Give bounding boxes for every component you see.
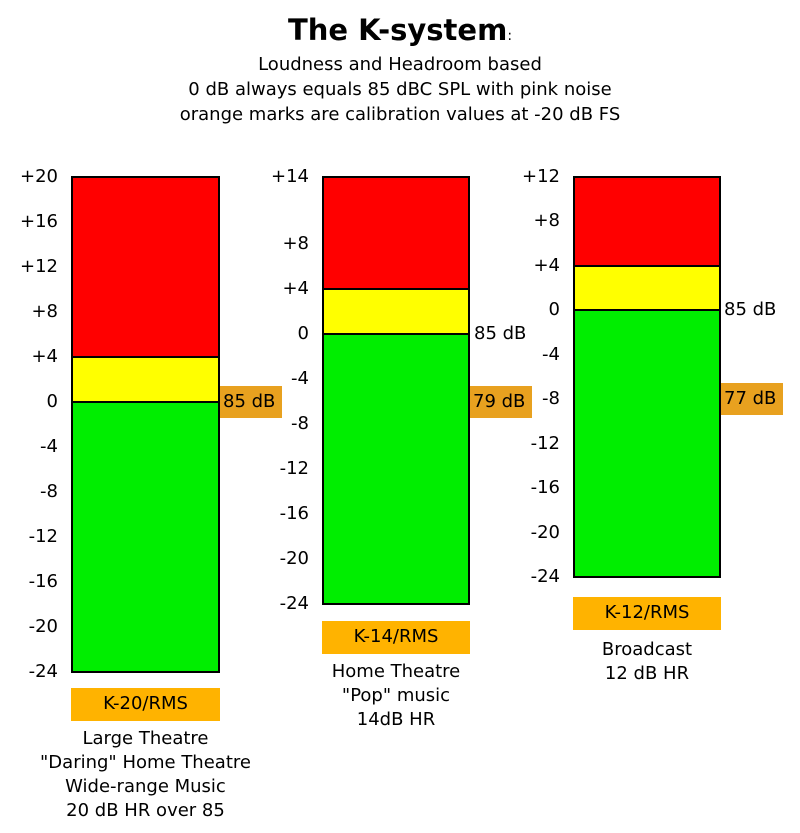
meter-outline (322, 176, 470, 605)
zero-reference-label: 85 dB (474, 323, 527, 345)
zone-divider (71, 356, 220, 358)
meter-name-label: K-12/RMS (573, 597, 721, 630)
tick-label: -4 (40, 436, 58, 457)
tick-label: -12 (28, 526, 58, 547)
title-colon: : (507, 28, 513, 44)
subtitle-line-3: orange marks are calibration values at -… (179, 104, 621, 125)
meter-yellow-zone (71, 357, 220, 402)
tick-label: +14 (271, 166, 309, 187)
tick-label: -20 (530, 521, 560, 543)
meter-name-label: K-14/RMS (322, 621, 470, 654)
subtitle-line-2: 0 dB always equals 85 dBC SPL with pink … (188, 79, 612, 100)
meter-description-line: 14dB HR (356, 709, 436, 730)
meter-description-line: 12 dB HR (604, 663, 690, 684)
meter-green-zone (322, 334, 470, 604)
tick-label: -24 (530, 566, 560, 587)
zone-divider (322, 288, 470, 291)
tick-label: -4 (291, 368, 309, 390)
meter-green-zone (71, 402, 220, 672)
tick-label: -24 (28, 661, 58, 682)
calibration-mark: 79 dB (470, 385, 532, 418)
zone-divider (322, 333, 470, 336)
diagram-title: The K-system: (0, 12, 800, 54)
meter-description-line: Home Theatre (331, 661, 461, 682)
meter-green-zone (573, 310, 721, 577)
meter-red-zone (322, 177, 470, 290)
meter-description-line: "Daring" Home Theatre (40, 752, 251, 773)
tick-label: 0 (548, 299, 560, 321)
tick-label: 0 (46, 391, 58, 412)
meter-outline (71, 176, 220, 673)
meter-description-line: Large Theatre (82, 728, 209, 749)
tick-label: +8 (31, 301, 58, 322)
meter-yellow-zone (573, 265, 721, 311)
tick-label: +8 (282, 233, 309, 255)
meter-name-label: K-20/RMS (71, 688, 220, 721)
meter-outline (573, 176, 721, 578)
tick-label: -16 (279, 503, 309, 525)
calibration-mark: 85 dB (220, 386, 282, 418)
meter-description-line: "Pop" music (341, 685, 451, 706)
tick-label: +16 (20, 211, 58, 232)
subtitle-line-1: Loudness and Headroom based (258, 54, 542, 75)
tick-label: -4 (542, 343, 560, 365)
tick-label: -8 (291, 413, 309, 435)
meter-description-line: Wide-range Music (65, 776, 226, 797)
tick-label: +4 (282, 278, 309, 300)
tick-label: -8 (40, 481, 58, 502)
tick-label: -20 (28, 616, 58, 637)
zone-divider (71, 401, 220, 403)
meter-red-zone (71, 177, 220, 357)
tick-label: -16 (530, 477, 560, 499)
tick-label: +12 (20, 256, 58, 277)
tick-label: 0 (297, 323, 309, 345)
calibration-mark: 77 dB (721, 383, 783, 416)
tick-label: +8 (533, 210, 560, 232)
zone-divider (573, 264, 721, 267)
meter-yellow-zone (322, 289, 470, 335)
title-text: The K-system (287, 13, 508, 47)
meter-description-line: 20 dB HR over 85 (66, 800, 225, 821)
tick-label: -24 (279, 593, 309, 614)
tick-label: -12 (530, 432, 560, 454)
tick-label: +12 (522, 166, 560, 187)
tick-label: +4 (31, 346, 58, 367)
meter-red-zone (573, 177, 721, 266)
tick-label: +20 (20, 166, 58, 187)
tick-label: -20 (279, 548, 309, 570)
tick-label: +4 (533, 254, 560, 276)
zone-divider (573, 309, 721, 312)
tick-label: -8 (542, 388, 560, 410)
tick-label: -16 (28, 571, 58, 592)
meter-description-line: Broadcast (601, 639, 693, 660)
tick-label: -12 (279, 458, 309, 480)
zero-reference-label: 85 dB (724, 299, 777, 321)
